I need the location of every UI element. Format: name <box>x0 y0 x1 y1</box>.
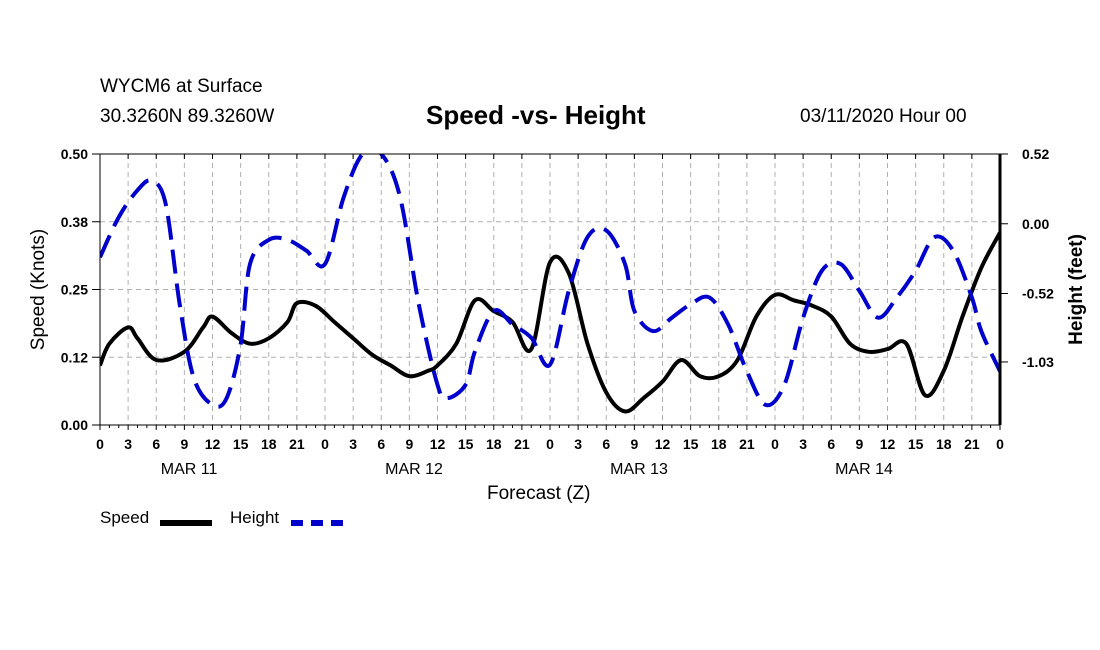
x-tick-label: 3 <box>124 436 132 452</box>
x-tick-label: 12 <box>205 436 221 452</box>
left-y-tick-label: 0.38 <box>61 214 88 230</box>
left-y-tick-label: 0.12 <box>61 349 88 365</box>
day-label: MAR 12 <box>385 461 443 478</box>
x-tick-label: 18 <box>711 436 727 452</box>
x-tick-label: 15 <box>458 436 474 452</box>
left-y-tick-label: 0.00 <box>61 417 88 433</box>
left-y-tick-label: 0.25 <box>61 282 88 298</box>
chart-title: Speed -vs- Height <box>426 100 646 130</box>
x-tick-label: 21 <box>739 436 755 452</box>
left-y-axis-title: Speed (Knots) <box>28 229 49 350</box>
x-tick-label: 12 <box>430 436 446 452</box>
x-tick-label: 6 <box>827 436 835 452</box>
x-tick-label: 15 <box>908 436 924 452</box>
x-tick-label: 6 <box>152 436 160 452</box>
x-tick-label: 9 <box>855 436 863 452</box>
left-y-tick-label: 0.50 <box>61 146 88 162</box>
x-tick-label: 18 <box>936 436 952 452</box>
x-tick-label: 3 <box>799 436 807 452</box>
x-tick-label: 15 <box>233 436 249 452</box>
series-lines <box>100 154 1000 414</box>
day-label: MAR 11 <box>161 461 218 478</box>
x-tick-label: 12 <box>655 436 671 452</box>
x-tick-label: 9 <box>180 436 188 452</box>
day-label: MAR 13 <box>610 461 668 478</box>
right-y-tick-label: -0.52 <box>1022 286 1054 302</box>
x-tick-label: 9 <box>405 436 413 452</box>
x-tick-label: 21 <box>289 436 305 452</box>
x-tick-label: 0 <box>996 436 1004 452</box>
x-tick-label: 18 <box>486 436 502 452</box>
grid-lines <box>100 154 1000 425</box>
x-tick-label: 0 <box>546 436 554 452</box>
legend-height-label: Height <box>230 508 280 527</box>
station-label: WYCM6 at Surface <box>100 76 263 97</box>
legend-speed-swatch <box>160 520 212 526</box>
legend-speed-label: Speed <box>100 508 150 527</box>
legend-height-swatch <box>291 520 343 526</box>
right-y-axis-title: Height (feet) <box>1066 234 1087 345</box>
x-tick-label: 18 <box>261 436 277 452</box>
x-tick-label: 6 <box>602 436 610 452</box>
right-y-tick-label: 0.52 <box>1022 146 1049 162</box>
day-label: MAR 14 <box>835 461 893 478</box>
series-line-height <box>100 154 1000 409</box>
axes <box>92 153 1008 430</box>
x-tick-label: 6 <box>377 436 385 452</box>
x-tick-label: 3 <box>349 436 357 452</box>
x-tick-label: 21 <box>514 436 530 452</box>
right-y-tick-label: 0.00 <box>1022 216 1049 232</box>
right-y-tick-label: -1.03 <box>1022 354 1054 370</box>
x-axis-title: Forecast (Z) <box>487 483 591 504</box>
x-tick-label: 9 <box>630 436 638 452</box>
timestamp-label: 03/11/2020 Hour 00 <box>800 106 967 127</box>
x-tick-label: 12 <box>880 436 896 452</box>
axis-labels: 0 3 6 9 12 15 18 21 0 3 6 9 12 15 18 21 0 3 6 9 12 15 18 21 0 3 6 9… <box>28 146 1087 478</box>
x-tick-label: 0 <box>321 436 329 452</box>
series-line-speed <box>100 231 1000 414</box>
x-tick-label: 15 <box>683 436 699 452</box>
coordinates-label: 30.3260N 89.3260W <box>100 106 275 127</box>
x-tick-label: 21 <box>964 436 980 452</box>
x-tick-label: 3 <box>574 436 582 452</box>
x-tick-label: 0 <box>771 436 779 452</box>
x-tick-label: 0 <box>96 436 104 452</box>
